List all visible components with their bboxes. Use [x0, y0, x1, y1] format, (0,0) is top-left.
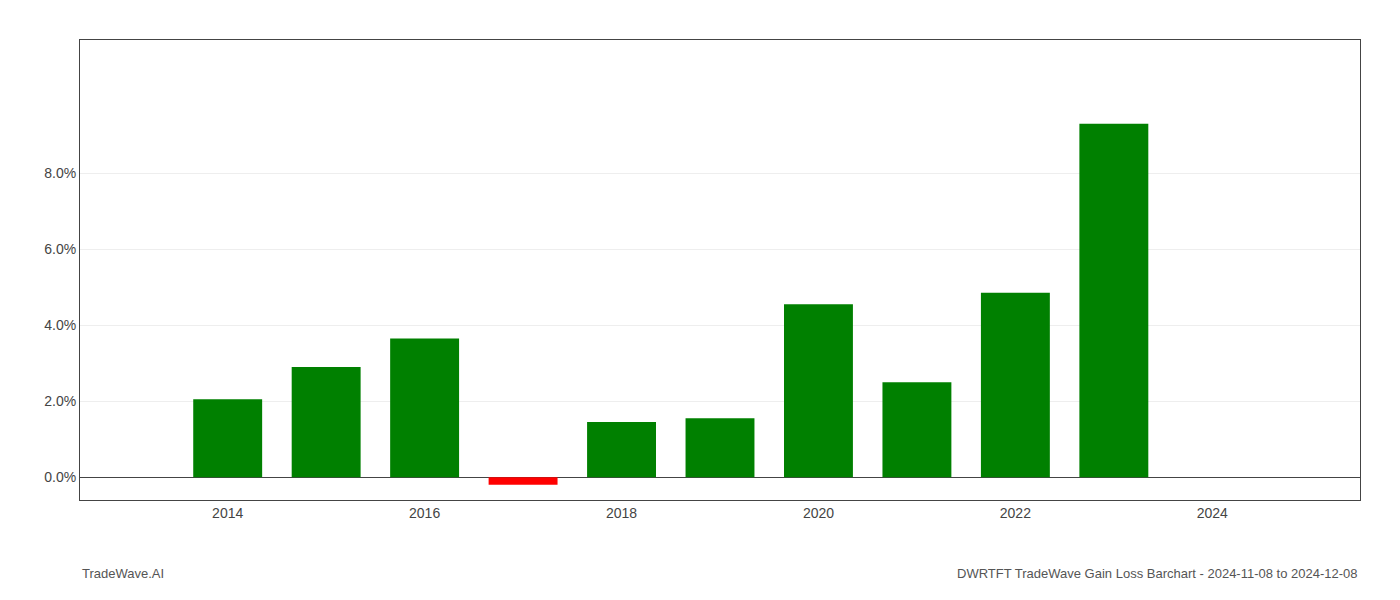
svg-text:2014: 2014 [212, 505, 243, 521]
svg-text:2018: 2018 [606, 505, 637, 521]
svg-text:2020: 2020 [803, 505, 834, 521]
svg-text:4.0%: 4.0% [44, 317, 76, 333]
svg-text:DWRTFT TradeWave Gain Loss Bar: DWRTFT TradeWave Gain Loss Barchart - 20… [957, 566, 1358, 581]
svg-text:TradeWave.AI: TradeWave.AI [82, 566, 164, 581]
svg-text:2024: 2024 [1197, 505, 1228, 521]
svg-text:0.0%: 0.0% [44, 469, 76, 485]
svg-text:6.0%: 6.0% [44, 241, 76, 257]
svg-text:8.0%: 8.0% [44, 165, 76, 181]
svg-text:2016: 2016 [409, 505, 440, 521]
svg-text:2022: 2022 [1000, 505, 1031, 521]
svg-text:2.0%: 2.0% [44, 393, 76, 409]
